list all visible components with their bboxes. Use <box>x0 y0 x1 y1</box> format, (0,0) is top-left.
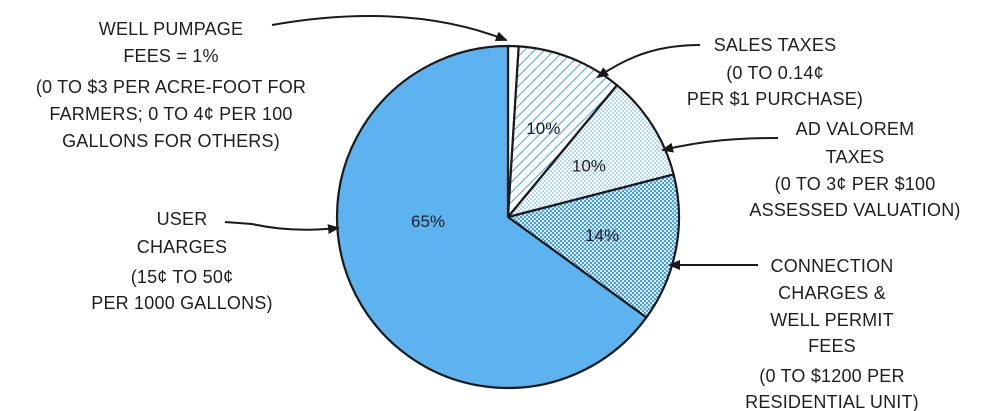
pie-slice-connection-charges <box>506 173 681 319</box>
pie-slices <box>335 44 681 390</box>
percent-label-sales-taxes: 10% <box>526 119 560 138</box>
slice-label-line: SALES TAXES <box>714 35 837 55</box>
slice-label-line: ASSESSED VALUATION) <box>749 200 960 220</box>
slice-label-line: WELL PERMIT <box>770 310 894 330</box>
slice-label-line: USER <box>157 209 208 229</box>
slice-label-line: PER $1 PURCHASE) <box>687 89 863 109</box>
slice-label-line: CHARGES & <box>778 283 886 303</box>
slice-label-line: CONNECTION <box>771 256 894 276</box>
slice-label-user-charges: USER CHARGES (15¢ TO 50¢ PER 1000 GALLONS) <box>91 209 272 313</box>
pie-slice-user-charges <box>335 44 648 390</box>
slice-label-line: PER 1000 GALLONS) <box>91 293 272 313</box>
slice-label-line: TAXES <box>826 147 885 167</box>
slice-label-line: (0 TO 0.14¢ <box>726 63 824 83</box>
slice-labels: WELL PUMPAGE FEES = 1% (0 TO $3 PER ACRE-F… <box>36 19 961 411</box>
slice-label-line: FARMERS; 0 TO 4¢ PER 100 <box>49 104 292 124</box>
slice-label-line: WELL PUMPAGE <box>99 19 243 39</box>
slice-label-line: (0 TO $1200 PER <box>759 366 904 386</box>
leader-arrow-sales-taxes <box>596 44 701 79</box>
slice-label-line: (15¢ TO 50¢ <box>131 267 234 287</box>
slice-label-connection-charges: CONNECTION CHARGES & WELL PERMIT FEES (0 TO … <box>745 256 919 411</box>
slice-label-line: FEES <box>808 336 856 356</box>
slice-label-well-pumpage: WELL PUMPAGE FEES = 1% (0 TO $3 PER ACRE-F… <box>36 19 306 151</box>
slice-label-sales-taxes: SALES TAXES (0 TO 0.14¢ PER $1 PURCHASE) <box>687 35 863 109</box>
percent-label-user-charges: 65% <box>411 212 445 231</box>
slice-label-ad-valorem: AD VALOREM TAXES (0 TO 3¢ PER $100 ASSESSED… <box>749 119 960 220</box>
leader-arrow-ad-valorem <box>661 137 779 153</box>
percent-label-connection-charges: 14% <box>585 226 619 245</box>
leader-lines <box>224 15 779 270</box>
slice-label-line: CHARGES <box>137 237 227 257</box>
slice-label-line: GALLONS FOR OTHERS) <box>62 131 280 151</box>
percent-labels: 10% 10% 14% 65% <box>411 119 619 245</box>
percent-label-ad-valorem: 10% <box>572 157 606 176</box>
slice-label-line: RESIDENTIAL UNIT) <box>745 392 919 411</box>
slice-label-line: (0 TO $3 PER ACRE-FOOT FOR <box>36 77 306 97</box>
leader-arrow-user-charges <box>224 221 340 235</box>
slice-label-line: FEES = 1% <box>123 46 218 66</box>
pie-slice-sales-taxes <box>506 45 619 219</box>
slice-label-line: (0 TO 3¢ PER $100 <box>775 174 936 194</box>
leader-arrow-well-pumpage <box>271 15 508 41</box>
slice-label-line: AD VALOREM <box>796 119 915 139</box>
